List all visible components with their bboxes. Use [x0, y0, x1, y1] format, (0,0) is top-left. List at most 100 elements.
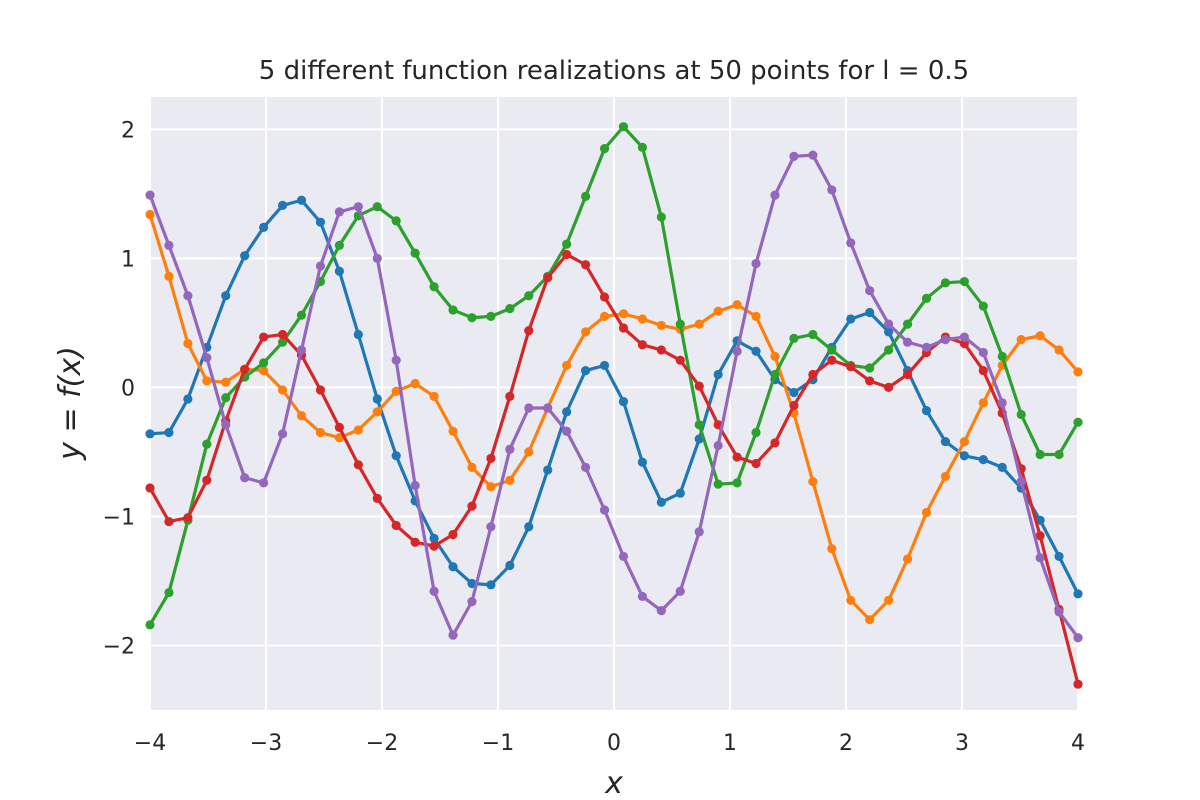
data-point [751, 311, 761, 321]
x-tick-label: 0 [607, 731, 621, 756]
data-point [846, 595, 856, 605]
data-point [959, 451, 969, 461]
data-point [580, 260, 591, 270]
data-point [978, 347, 988, 358]
data-point [1073, 589, 1083, 599]
data-point [524, 522, 534, 532]
data-point [391, 451, 401, 461]
data-point [429, 541, 439, 551]
data-point [164, 427, 174, 438]
data-point [618, 551, 629, 562]
data-point [751, 346, 761, 356]
data-point [372, 407, 382, 417]
data-point [580, 462, 591, 472]
data-point [353, 460, 363, 470]
data-point [296, 345, 307, 355]
data-point [732, 346, 742, 356]
data-point [637, 142, 648, 152]
data-point [827, 185, 837, 195]
data-point [315, 217, 326, 227]
data-point [921, 342, 932, 352]
data-point [959, 276, 969, 287]
data-point [448, 305, 458, 315]
data-point [277, 200, 288, 211]
chart-title: 5 different function realizations at 50 … [259, 56, 969, 86]
data-point [429, 391, 439, 402]
data-point [334, 422, 344, 432]
data-point [599, 505, 610, 515]
data-point [808, 329, 818, 340]
data-point [183, 513, 193, 523]
data-point [543, 403, 553, 413]
data-point [637, 591, 648, 602]
data-point [902, 369, 913, 380]
data-point [259, 222, 269, 232]
data-point [808, 150, 818, 160]
data-point [183, 394, 193, 404]
data-point [789, 387, 799, 398]
data-point [315, 261, 326, 271]
data-point [448, 562, 458, 572]
data-point [410, 248, 420, 258]
data-point [846, 238, 856, 248]
data-point [656, 606, 666, 616]
data-point [940, 335, 951, 345]
data-point [505, 444, 515, 454]
data-point [486, 453, 496, 463]
data-point [770, 438, 780, 448]
data-point [259, 332, 269, 342]
data-point [202, 439, 212, 449]
data-point [145, 620, 155, 630]
data-point [296, 195, 307, 205]
data-point [277, 429, 288, 439]
data-point [770, 351, 780, 361]
data-point [732, 300, 742, 310]
data-point [296, 411, 307, 421]
data-point [145, 483, 155, 493]
data-point [505, 391, 515, 402]
data-point [884, 382, 894, 392]
data-point [372, 394, 382, 404]
data-point [694, 420, 704, 430]
data-point [505, 475, 515, 485]
data-point [675, 488, 685, 498]
data-point [978, 455, 988, 465]
data-point [183, 291, 193, 301]
data-point [675, 319, 685, 329]
data-point [865, 285, 875, 296]
data-point [1016, 335, 1026, 345]
data-point [353, 425, 363, 435]
x-tick-labels: −4 −3 −2 −1 0 1 2 3 4 [134, 731, 1085, 756]
data-point [372, 202, 382, 212]
x-tick-label: −4 [134, 731, 166, 756]
data-point [543, 465, 553, 475]
data-point [713, 369, 723, 380]
data-point [618, 323, 629, 333]
data-point [315, 427, 326, 438]
data-point [865, 615, 875, 625]
data-point [1016, 409, 1026, 420]
data-point [846, 362, 856, 372]
y-tick-label: −1 [103, 505, 135, 530]
data-point [410, 378, 420, 389]
data-point [277, 385, 288, 395]
y-tick-label: 1 [121, 247, 135, 272]
series-group [145, 122, 1083, 689]
data-point [580, 327, 591, 337]
data-point [1073, 679, 1083, 689]
data-point [599, 292, 610, 302]
data-point [940, 436, 951, 447]
data-point [656, 320, 666, 331]
data-point [562, 360, 572, 371]
data-point [997, 398, 1007, 408]
y-tick-label: 2 [121, 118, 135, 143]
data-point [884, 319, 894, 329]
data-point [865, 307, 875, 318]
data-point [997, 462, 1007, 472]
data-point [694, 319, 704, 329]
data-point [505, 560, 515, 571]
data-point [259, 358, 269, 368]
x-tick-label: 1 [723, 731, 737, 756]
series-line [148, 125, 1080, 626]
